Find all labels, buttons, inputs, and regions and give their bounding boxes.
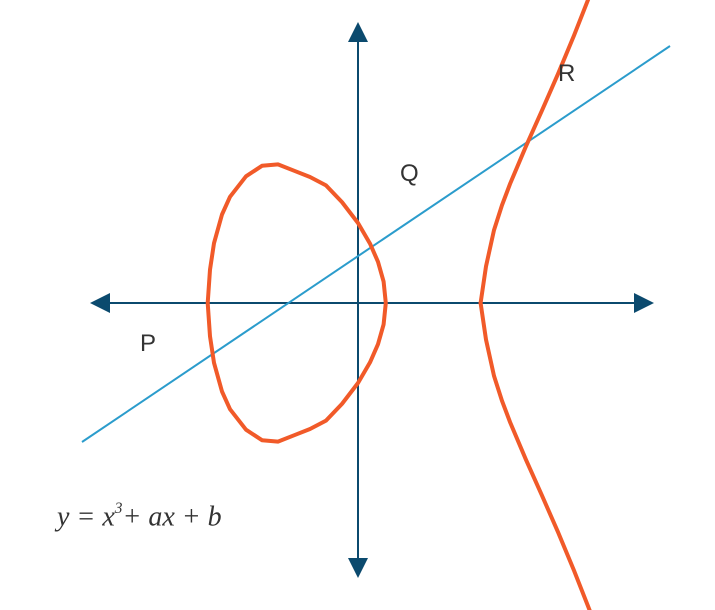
point-label-p: P xyxy=(140,330,156,358)
point-label-r: R xyxy=(558,60,575,88)
equation-suffix: + ax + b xyxy=(122,501,221,532)
secant-line xyxy=(82,46,670,442)
equation-text: y = x3+ ax + b xyxy=(57,500,222,533)
elliptic-curve-lower-branch xyxy=(481,303,590,610)
diagram-canvas: P Q R y = x3+ ax + b xyxy=(0,0,715,610)
elliptic-curve-upper-branch xyxy=(481,0,590,303)
equation-prefix: y = x xyxy=(57,501,115,532)
point-label-q: Q xyxy=(400,160,419,188)
